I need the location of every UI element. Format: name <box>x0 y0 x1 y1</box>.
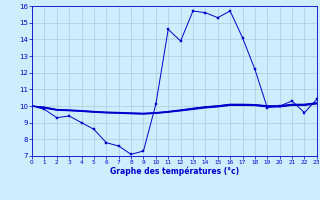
X-axis label: Graphe des températures (°c): Graphe des températures (°c) <box>110 167 239 176</box>
